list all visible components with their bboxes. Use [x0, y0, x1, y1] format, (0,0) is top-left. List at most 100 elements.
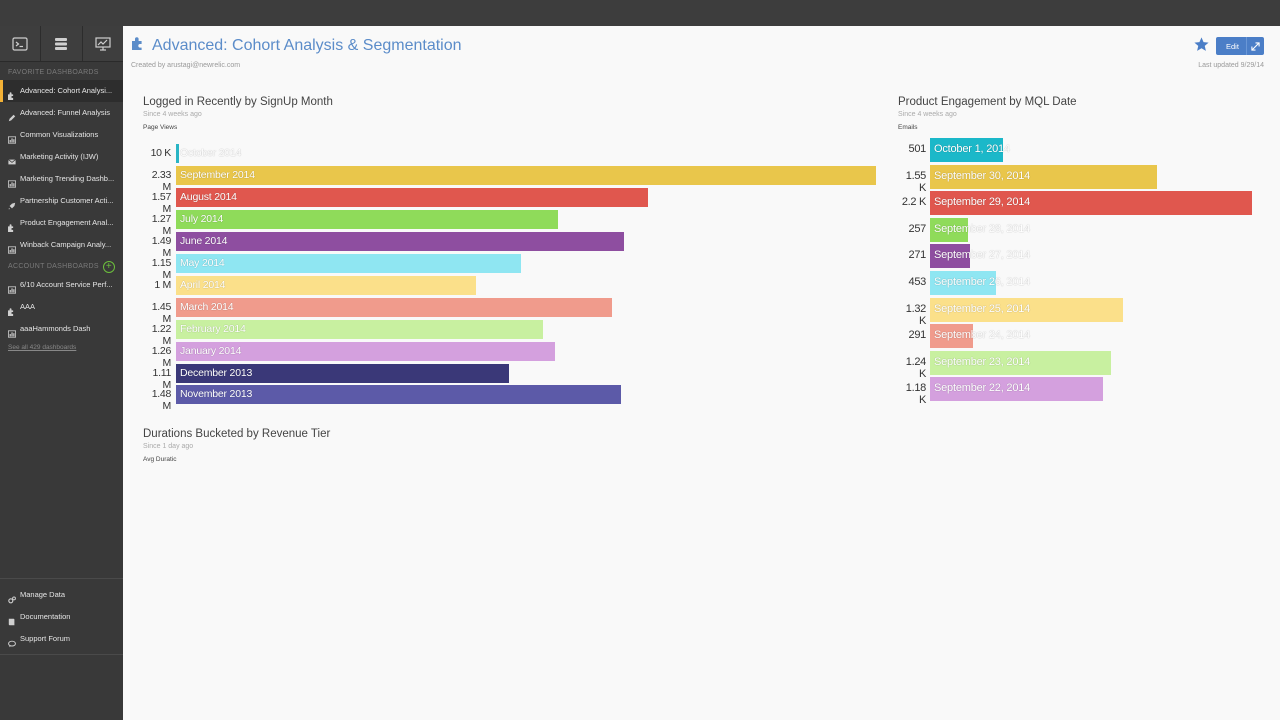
bar-category-label: September 2014 — [180, 168, 255, 181]
comments-icon — [8, 635, 16, 648]
page-title: Advanced: Cohort Analysis & Segmentation — [152, 36, 462, 54]
sidebar-item-favorite-dashboard[interactable]: Marketing Activity (IJW) — [0, 146, 123, 168]
bar-category-label: July 2014 — [180, 212, 224, 225]
bar[interactable] — [930, 271, 997, 295]
sidebar-item-favorite-dashboard[interactable]: Advanced: Cohort Analysi... — [0, 80, 123, 102]
bar-value-label: 453 — [908, 276, 927, 288]
sidebar-item-favorite-dashboard[interactable]: Marketing Trending Dashb... — [0, 168, 123, 190]
dashboard-monitor-icon[interactable] — [82, 26, 123, 61]
bar[interactable] — [176, 276, 477, 295]
bar-category-label: September 28, 2014 — [934, 222, 1031, 235]
sidebar-item-bottom-link[interactable]: Documentation — [0, 606, 123, 628]
bar[interactable] — [176, 254, 522, 273]
widget-logged-in-recently: Logged in Recently by SignUp Month Since… — [143, 96, 883, 412]
widget-durations-bucketed: Durations Bucketed by Revenue Tier Since… — [143, 428, 883, 508]
favorite-star-icon[interactable] — [1193, 36, 1210, 58]
bar[interactable] — [930, 350, 1112, 375]
see-all-dashboards-link[interactable]: See all 429 dashboards — [8, 344, 77, 351]
sidebar-item-label: Common Visualizations — [20, 130, 99, 139]
sidebar-item-account-dashboard[interactable]: 6/10 Account Service Perf... — [0, 274, 123, 296]
pencil-icon — [8, 109, 16, 122]
bar-category-label: November 2013 — [180, 387, 253, 400]
bar-value-label: 1.24 K — [905, 355, 927, 380]
bar-value-label: 1.27 M — [151, 212, 172, 237]
bar[interactable] — [176, 320, 543, 339]
bar[interactable] — [930, 138, 1004, 162]
sidebar-item-bottom-link[interactable]: Support Forum — [0, 628, 123, 650]
bar[interactable] — [930, 377, 1103, 402]
chart-icon — [8, 241, 16, 254]
bar-category-label: September 30, 2014 — [934, 169, 1031, 182]
widget-title: Logged in Recently by SignUp Month — [143, 96, 333, 108]
bar[interactable] — [176, 385, 621, 404]
bar-value-label: 1.48 M — [151, 387, 172, 412]
chart-icon — [8, 325, 16, 338]
puzzle-icon — [8, 219, 16, 232]
sidebar-item-favorite-dashboard[interactable]: Advanced: Funnel Analysis — [0, 102, 123, 124]
sidebar-item-label: Documentation — [20, 612, 71, 621]
favorite-dashboards-heading: FAVORITE DASHBOARDS — [8, 69, 99, 76]
widget-since: Since 4 weeks ago — [898, 111, 957, 118]
database-icon[interactable] — [41, 26, 83, 61]
bar[interactable] — [176, 364, 510, 383]
account-dashboards-heading: ACCOUNT DASHBOARDS + — [0, 260, 123, 274]
bar[interactable] — [176, 232, 624, 251]
bar[interactable] — [930, 297, 1124, 322]
rocket-icon — [8, 197, 16, 210]
sidebar-item-label: Support Forum — [20, 634, 71, 643]
edit-button[interactable]: Edit — [1226, 41, 1239, 51]
bar[interactable] — [176, 298, 612, 317]
sidebar-item-favorite-dashboard[interactable]: Winback Campaign Analy... — [0, 234, 123, 256]
widget-metric-label: Page Views — [143, 124, 178, 131]
sidebar-item-bottom-link[interactable]: Manage Data — [0, 584, 123, 606]
bar-category-label: August 2014 — [180, 190, 237, 203]
sidebar-item-account-dashboard[interactable]: AAA — [0, 296, 123, 318]
favorite-dashboards-list: Advanced: Cohort Analysi... Advanced: Fun… — [0, 80, 123, 256]
window-top-bar — [0, 0, 1280, 26]
sidebar-item-label: Marketing Activity (IJW) — [20, 152, 99, 161]
puzzle-icon — [8, 303, 16, 316]
bar[interactable] — [176, 144, 179, 163]
sidebar-item-favorite-dashboard[interactable]: Product Engagement Anal... — [0, 212, 123, 234]
widget-product-engagement: Product Engagement by MQL Date Since 4 w… — [898, 96, 1268, 406]
widget-title: Durations Bucketed by Revenue Tier — [143, 428, 331, 440]
puzzle-icon — [131, 36, 146, 55]
bar[interactable] — [176, 210, 558, 229]
sidebar-item-favorite-dashboard[interactable]: Partnership Customer Acti... — [0, 190, 123, 212]
bar[interactable] — [930, 164, 1157, 189]
sidebar-bottom-links: Manage Data Documentation Support Forum — [0, 578, 123, 650]
bar-value-label: 10 K — [150, 146, 172, 159]
sidebar-item-label: Manage Data — [20, 590, 66, 599]
bar[interactable] — [930, 217, 968, 242]
gears-icon — [8, 591, 16, 604]
bar[interactable] — [176, 188, 648, 207]
bar-value-label: 1.18 K — [905, 382, 927, 407]
sidebar-item-label: Product Engagement Anal... — [20, 218, 114, 227]
sidebar-toolbar — [0, 26, 123, 62]
last-updated-text: Last updated 9/29/14 — [1198, 62, 1264, 69]
bar-category-label: March 2014 — [180, 300, 234, 313]
bar-chart-engagement: 501 October 1, 2014 1.55 K September 30, 20… — [898, 138, 1268, 408]
bar-value-label: 257 — [908, 222, 927, 235]
bar-category-label: September 27, 2014 — [934, 249, 1031, 262]
sidebar-item-label: Marketing Trending Dashb... — [20, 174, 115, 183]
bar[interactable] — [176, 166, 876, 185]
bar[interactable] — [176, 342, 555, 361]
puzzle-icon — [8, 87, 16, 100]
bar-value-label: 1.15 M — [151, 256, 172, 281]
bar-value-label: 1.26 M — [151, 344, 172, 369]
fullscreen-expand-icon[interactable] — [1246, 37, 1264, 55]
bar-category-label: September 26, 2014 — [934, 276, 1031, 288]
bar[interactable] — [930, 324, 973, 349]
dashboard-main: Advanced: Cohort Analysis & Segmentation… — [123, 26, 1280, 720]
terminal-icon[interactable] — [0, 26, 42, 61]
add-dashboard-icon[interactable]: + — [103, 261, 115, 273]
bar-value-label: 2.33 M — [151, 168, 172, 193]
sidebar-item-account-dashboard[interactable]: aaaHammonds Dash — [0, 318, 123, 340]
bar[interactable] — [930, 244, 970, 269]
bar-category-label: September 24, 2014 — [934, 329, 1031, 342]
bar-category-label: June 2014 — [180, 234, 228, 247]
bar[interactable] — [930, 191, 1252, 216]
bar-category-label: February 2014 — [180, 322, 246, 335]
sidebar-item-favorite-dashboard[interactable]: Common Visualizations — [0, 124, 123, 146]
